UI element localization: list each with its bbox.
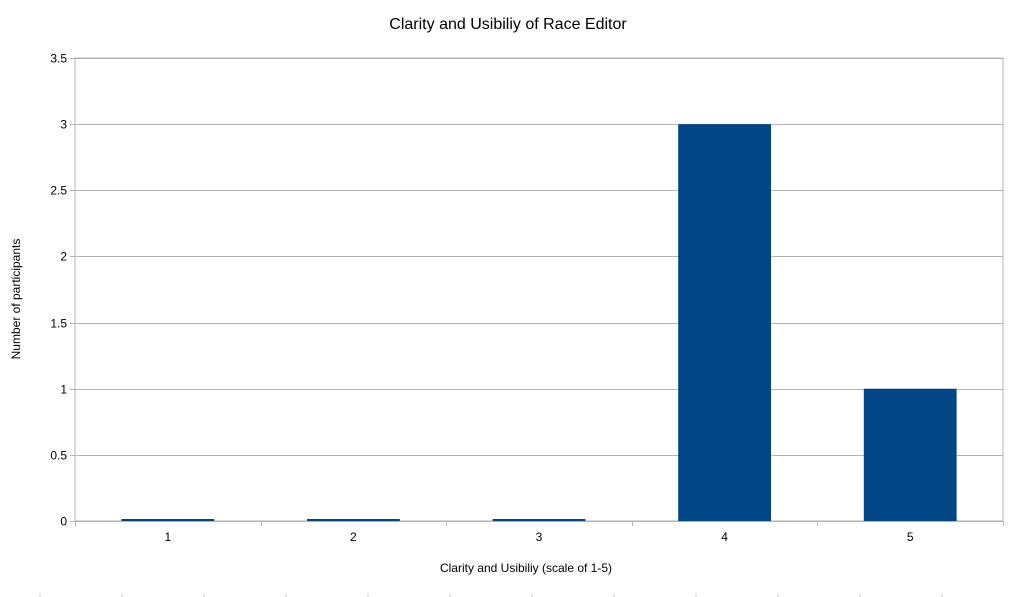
- bar-5: [863, 388, 957, 521]
- y-tick-label: 0.5: [50, 449, 67, 463]
- y-tick-label: 0: [60, 515, 67, 529]
- y-tick-label: 1.5: [50, 317, 67, 331]
- plot-area: 1 2 3 4 5 0 0.5 1 1.5 2 2.5 3 3.5: [50, 52, 1004, 544]
- bar-4: [678, 124, 771, 522]
- bars: [121, 124, 957, 522]
- y-tick-label: 3.5: [50, 52, 67, 66]
- x-tick-label: 1: [164, 530, 171, 544]
- y-axis: 0 0.5 1 1.5 2 2.5 3 3.5: [50, 52, 75, 529]
- x-tick-label: 4: [721, 530, 728, 544]
- y-tick-label: 3: [60, 118, 67, 132]
- y-tick-label: 1: [60, 383, 67, 397]
- x-tick-label: 3: [536, 530, 543, 544]
- x-axis-label: Clarity and Usibiliy (scale of 1-5): [440, 561, 612, 575]
- chart-title: Clarity and Usibiliy of Race Editor: [389, 16, 627, 33]
- bar-3: [492, 519, 586, 521]
- bar-1: [121, 519, 215, 521]
- y-tick-label: 2.5: [50, 184, 67, 198]
- gridlines: [75, 58, 1003, 522]
- y-axis-label: Number of participants: [9, 239, 23, 360]
- x-tick-label: 2: [350, 530, 357, 544]
- y-tick-label: 2: [60, 250, 67, 264]
- x-tick-label: 5: [907, 530, 914, 544]
- bar-2: [307, 519, 400, 521]
- x-axis: 1 2 3 4 5: [75, 521, 1004, 544]
